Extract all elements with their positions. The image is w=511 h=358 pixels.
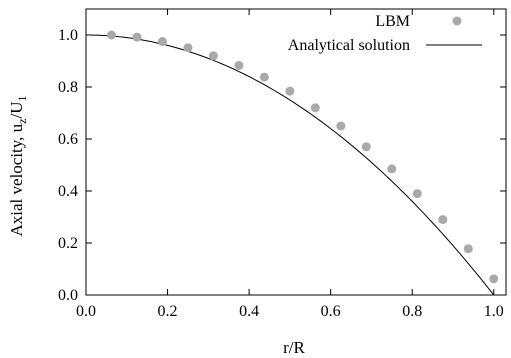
lbm-point (361, 142, 371, 152)
lbm-point (106, 30, 116, 40)
lbm-point (489, 274, 499, 284)
x-tick-label: 1.0 (484, 303, 504, 320)
x-tick-label: 0.0 (76, 303, 96, 320)
lbm-point (463, 244, 473, 254)
lbm-point (234, 60, 244, 70)
lbm-point (438, 215, 448, 225)
lbm-point (183, 43, 193, 53)
lbm-point (285, 86, 295, 96)
y-tick-label: 0.6 (58, 131, 78, 148)
lbm-point (259, 72, 269, 82)
y-tick-label: 0.2 (58, 235, 78, 252)
legend-label-analytical: Analytical solution (288, 37, 410, 54)
x-tick-label: 0.8 (402, 303, 422, 320)
x-tick-label: 0.6 (321, 303, 341, 320)
lbm-point (387, 164, 397, 174)
y-tick-label: 0.4 (58, 183, 78, 200)
x-tick-label: 0.2 (158, 303, 178, 320)
legend: LBM Analytical solution (288, 13, 482, 54)
marks-layer (85, 30, 499, 296)
ticks-layer: 0.0 0.2 0.4 0.6 0.8 1.0 0.0 0.2 0.4 0.6 0.8 1.0 (58, 9, 506, 320)
lbm-point (310, 103, 320, 113)
x-axis-label: r/R (283, 338, 305, 357)
y-tick-label: 0.0 (58, 287, 78, 304)
plot-frame (85, 8, 507, 296)
x-tick-label: 0.4 (239, 303, 259, 320)
lbm-point (412, 189, 422, 199)
lbm-point (208, 51, 218, 61)
lbm-point (336, 121, 346, 131)
legend-marker-lbm (452, 16, 462, 26)
lbm-point (132, 32, 142, 42)
y-tick-label: 0.8 (58, 79, 78, 96)
y-tick-label: 1.0 (58, 27, 78, 44)
lbm-point (157, 37, 167, 46)
analytical-solution-line (85, 34, 495, 296)
legend-label-lbm: LBM (375, 13, 410, 30)
y-axis-label: Axial velocity, uz/U1 (7, 95, 29, 236)
